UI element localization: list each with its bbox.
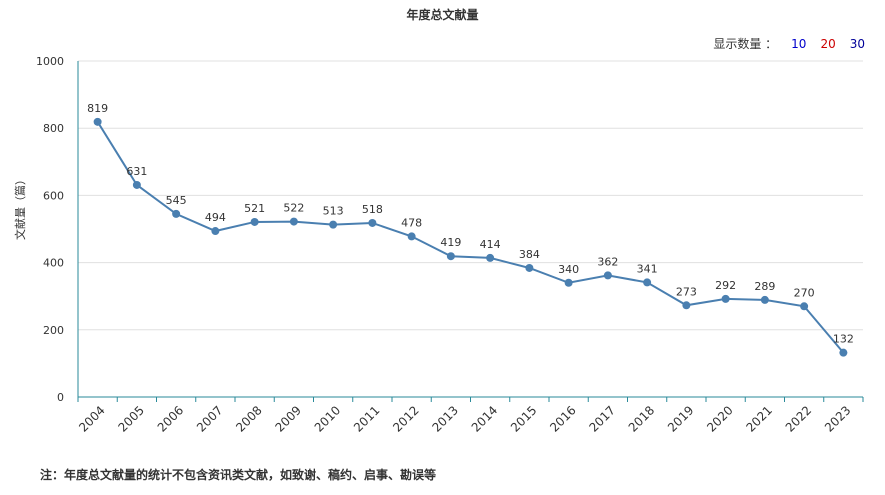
display-count-selector: 显示数量 ： 10 20 30: [713, 35, 865, 52]
footnote: 注：年度总文献量的统计不包含资讯类文献，如致谢、稿约、启事、勘误等: [40, 468, 437, 482]
x-tick-label: 2019: [665, 403, 696, 434]
data-point: [486, 253, 495, 262]
data-label: 341: [637, 262, 658, 275]
data-label: 545: [166, 194, 187, 207]
data-point: [211, 227, 220, 236]
x-tick-label: 2022: [783, 403, 814, 434]
data-point: [564, 278, 573, 287]
data-label: 270: [794, 286, 815, 299]
display-count-option-20[interactable]: 20: [820, 36, 836, 51]
y-tick-label: 600: [43, 189, 64, 202]
x-tick-label: 2015: [508, 403, 539, 434]
data-label: 494: [205, 211, 226, 224]
data-point: [446, 252, 455, 261]
data-label: 362: [597, 255, 618, 268]
data-label: 631: [126, 165, 147, 178]
data-label: 521: [244, 202, 265, 215]
y-tick-label: 200: [43, 324, 64, 337]
data-point: [721, 294, 730, 303]
data-point: [172, 209, 181, 218]
data-point: [289, 217, 298, 226]
x-tick-label: 2004: [76, 403, 107, 434]
data-point: [643, 278, 652, 287]
data-label: 414: [480, 238, 501, 251]
data-point: [682, 301, 691, 310]
data-label: 478: [401, 216, 422, 229]
x-tick-label: 2013: [429, 403, 460, 434]
data-point: [132, 180, 141, 189]
data-point: [329, 220, 338, 229]
x-tick-label: 2010: [312, 403, 343, 434]
display-count-label: 显示数量 ：: [713, 37, 778, 51]
x-tick-label: 2012: [390, 403, 421, 434]
y-tick-label: 1000: [36, 55, 64, 68]
data-point: [525, 263, 534, 272]
y-axis-label: 文献量（篇）: [14, 174, 27, 240]
x-tick-label: 2006: [155, 403, 186, 434]
data-point: [800, 302, 809, 311]
data-label: 522: [283, 202, 304, 215]
data-label: 518: [362, 203, 383, 216]
x-tick-label: 2007: [194, 403, 225, 434]
data-point: [93, 117, 102, 126]
data-label: 340: [558, 263, 579, 276]
x-tick-label: 2011: [351, 403, 382, 434]
x-tick-label: 2020: [704, 403, 735, 434]
data-label: 419: [440, 236, 461, 249]
chart-title: 年度总文献量: [406, 8, 479, 22]
display-count-option-10[interactable]: 10: [791, 36, 807, 51]
data-label: 273: [676, 285, 697, 298]
data-point: [760, 295, 769, 304]
data-label: 384: [519, 248, 540, 261]
data-point: [368, 218, 377, 227]
x-tick-label: 2005: [115, 403, 146, 434]
x-tick-label: 2008: [233, 403, 264, 434]
data-label: 132: [833, 333, 854, 346]
data-label: 819: [87, 102, 108, 115]
data-point: [603, 271, 612, 280]
data-label: 292: [715, 279, 736, 292]
data-point: [407, 232, 416, 241]
display-count-option-30[interactable]: 30: [849, 36, 865, 51]
x-tick-label: 2014: [469, 403, 500, 434]
data-point: [250, 217, 259, 226]
y-tick-label: 800: [43, 122, 64, 135]
x-tick-label: 2018: [626, 403, 657, 434]
x-tick-label: 2009: [272, 403, 303, 434]
series-line: [96, 121, 845, 354]
x-tick-label: 2017: [586, 403, 617, 434]
x-tick-label: 2016: [547, 403, 578, 434]
y-tick-label: 0: [57, 391, 64, 404]
x-tick-label: 2021: [743, 403, 774, 434]
data-label: 513: [323, 205, 344, 218]
data-point: [839, 348, 848, 357]
x-tick-label: 2023: [822, 403, 853, 434]
y-tick-label: 400: [43, 257, 64, 270]
data-label: 289: [754, 280, 775, 293]
